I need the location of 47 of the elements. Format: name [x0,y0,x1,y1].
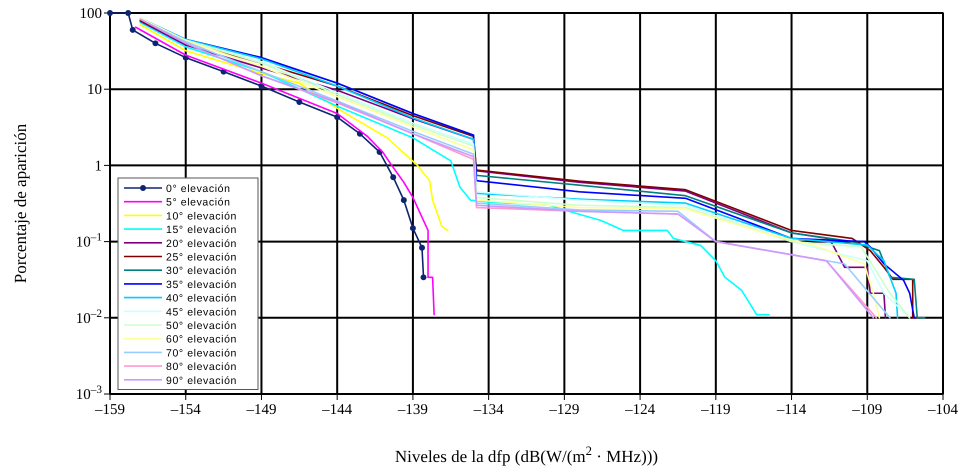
point [296,98,302,105]
y-tick-label: 100 [80,6,102,22]
x-tick-label: –119 [700,402,731,418]
y-tick-label: 10$^{–3}$ [76,384,102,403]
legend-label: 50° elevación [166,320,237,332]
point [107,10,113,16]
point [420,274,426,280]
point [400,197,407,204]
legend-label: 35° elevación [166,278,237,291]
x-tick-label: –134 [472,402,504,418]
legend-label: 15° elevación [166,224,237,236]
line-series [139,22,770,316]
legend-label: 5° elevación [166,196,231,209]
x-axis-title: Niveles de la dfp (dB(W/(m$^{2}$ · MHz))) [394,444,658,466]
legend-label: 70° elevación [166,347,237,360]
x-tick-label: –129 [548,402,580,418]
x-tick-label: –124 [624,402,656,418]
legend-label: 20° elevación [166,238,237,250]
point [390,174,396,180]
legend-label: 25° elevación [166,252,237,264]
x-tick-label: –154 [170,402,202,418]
x-tick-label: –114 [776,402,807,418]
x-tick-label: –159 [94,402,125,418]
x-tick-label: –104 [927,402,958,418]
x-tick-label: –139 [396,402,428,418]
line-series [139,24,449,232]
point [410,225,416,232]
y-tick-label: 1 [94,158,102,174]
legend-label: 40° elevación [166,292,237,305]
legend-label: 90° elevación [166,374,237,387]
point [152,40,158,46]
legend-label: 45° elevación [166,306,237,318]
y-tick-label: 10$^{–1}$ [76,232,102,251]
legend-label: 60° elevación [166,334,237,346]
point [419,244,425,251]
x-tick-label: –144 [321,402,353,418]
x-tick-label: –149 [245,402,276,418]
legend-label: 0° elevación [166,183,231,195]
point [125,10,132,16]
y-tick-label: 10 [87,82,102,98]
legend-label: 10° elevación [166,210,237,222]
x-tick-label: –109 [851,402,882,418]
legend-label: 80° elevación [166,361,237,374]
y-tick-label: 10$^{–2}$ [76,308,102,327]
legend-label: 30° elevación [166,265,237,278]
point [130,26,136,33]
y-axis-title: Porcentaje de aparición [11,123,30,284]
